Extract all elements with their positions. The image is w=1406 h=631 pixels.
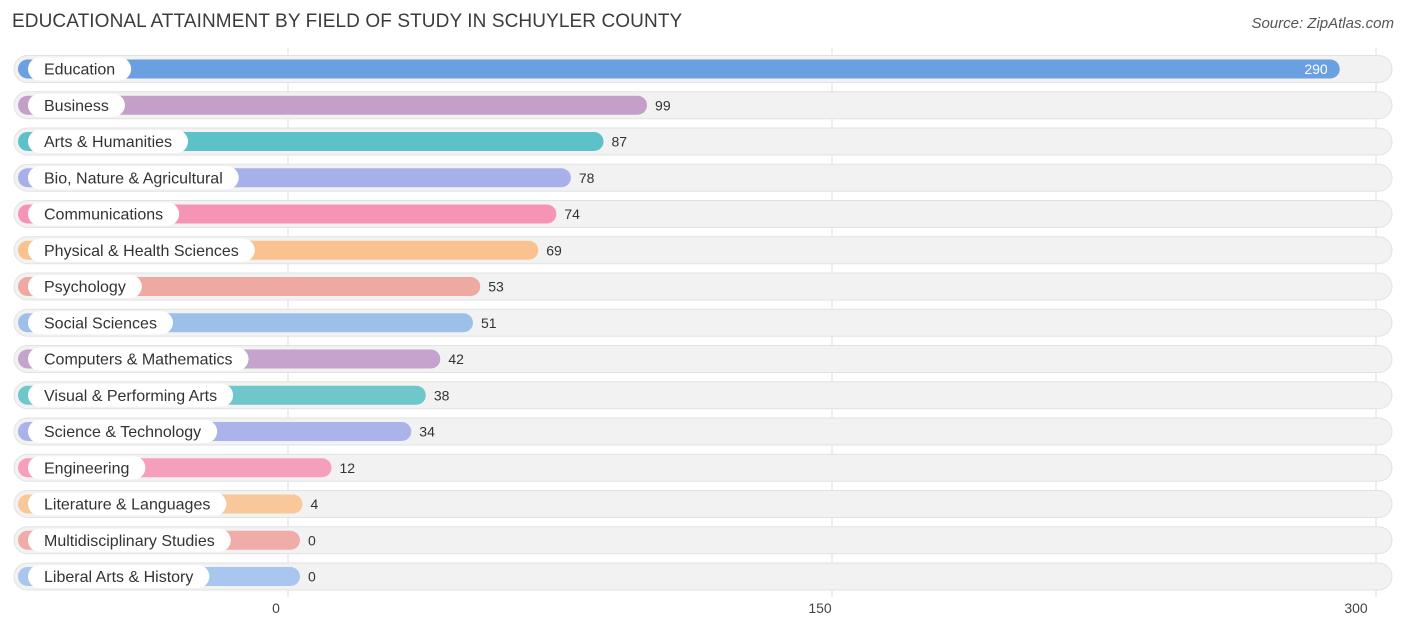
bar-row: Arts & Humanities 87 xyxy=(13,127,1393,156)
bar-label-pill xyxy=(28,130,189,153)
bar-row: Bio, Nature & Agricultural 78 xyxy=(13,163,1393,192)
bar-value-label: 0 xyxy=(308,569,316,585)
bar xyxy=(18,59,1340,79)
bar-value-label: 74 xyxy=(564,206,580,222)
bar-row: Social Sciences 51 xyxy=(13,308,1393,337)
bar-value-label: 51 xyxy=(481,315,497,331)
bar-row: Liberal Arts & History 0 xyxy=(13,562,1393,591)
bar-row: Education 290 xyxy=(13,55,1393,83)
bar-label-pill xyxy=(28,565,210,588)
bar-value-label: 69 xyxy=(546,242,562,258)
bar-label-pill xyxy=(28,383,234,407)
chart-title: EDUCATIONAL ATTAINMENT BY FIELD OF STUDY… xyxy=(12,11,683,32)
bar-label: Communications xyxy=(44,207,163,224)
chart-source: Source: ZipAtlas.com xyxy=(1251,15,1394,32)
bar-label-pill xyxy=(28,311,173,335)
bar-label: Psychology xyxy=(44,279,126,296)
x-tick-label: 300 xyxy=(1344,600,1368,616)
bar-label-pill xyxy=(28,166,239,190)
bar-label-pill xyxy=(28,456,146,480)
bar-row: Engineering 12 xyxy=(13,453,1393,482)
bar-label: Bio, Nature & Agricultural xyxy=(44,170,223,187)
bar-track xyxy=(13,490,1393,518)
bar-label-pill xyxy=(28,347,249,371)
bar-label: Business xyxy=(44,98,109,115)
bar-label-pill xyxy=(28,93,125,117)
bar-label: Physical & Health Sciences xyxy=(44,243,239,260)
bar xyxy=(18,95,648,115)
bar-track xyxy=(13,562,1393,591)
bar-row: Science & Technology 34 xyxy=(13,417,1393,446)
bar-value-label: 38 xyxy=(434,387,450,403)
bar-label-pill xyxy=(28,275,142,298)
x-tick-label: 150 xyxy=(808,600,832,616)
bar-label: Liberal Arts & History xyxy=(44,569,193,586)
bar-rows: Education 290 Business 99 Arts & Humanities 8… xyxy=(13,55,1393,591)
bar-value-label: 42 xyxy=(448,351,464,367)
bar-row: Psychology 53 xyxy=(13,272,1393,301)
bar-label: Social Sciences xyxy=(44,315,157,332)
bar-label-pill xyxy=(28,492,227,516)
bar-row: Literature & Languages 4 xyxy=(13,490,1393,518)
bar-label: Visual & Performing Arts xyxy=(44,388,217,405)
x-tick-label: 0 xyxy=(272,600,280,616)
bar-value-label: 99 xyxy=(655,97,671,113)
bar-label: Literature & Languages xyxy=(44,497,210,514)
bar-value-label: 34 xyxy=(419,424,435,440)
bar-row: Multidisciplinary Studies 0 xyxy=(13,526,1393,555)
bar-label-pill xyxy=(28,528,231,552)
x-axis-ticks: 0 150 300 xyxy=(272,600,1368,616)
bar-track xyxy=(13,526,1393,555)
bar-label-pill xyxy=(28,57,132,81)
bar-value-label: 53 xyxy=(488,279,504,295)
bar-value-label: 4 xyxy=(311,496,319,512)
bar-value-label: 87 xyxy=(612,134,628,150)
bar-row: Visual & Performing Arts 38 xyxy=(13,381,1393,410)
bar-row: Business 99 xyxy=(13,91,1393,120)
bar-row: Physical & Health Sciences 69 xyxy=(13,236,1393,265)
bar-label-pill xyxy=(28,420,218,443)
bar-value-label: 78 xyxy=(579,170,595,186)
bar-value-label: 290 xyxy=(1304,61,1328,77)
bar-row: Computers & Mathematics 42 xyxy=(13,345,1393,373)
bar-label: Computers & Mathematics xyxy=(44,352,233,369)
bar-value-label: 12 xyxy=(340,460,356,476)
bar-label: Engineering xyxy=(44,460,129,477)
bar-label: Arts & Humanities xyxy=(44,134,172,151)
bar-label: Science & Technology xyxy=(44,424,201,441)
bar-label-pill xyxy=(28,238,255,262)
bar-label-pill xyxy=(28,202,180,226)
bar-row: Communications 74 xyxy=(13,200,1393,228)
bar-track xyxy=(13,453,1393,482)
bar-value-label: 0 xyxy=(308,532,316,548)
bar-label: Multidisciplinary Studies xyxy=(44,533,215,550)
bar-label: Education xyxy=(44,62,115,79)
